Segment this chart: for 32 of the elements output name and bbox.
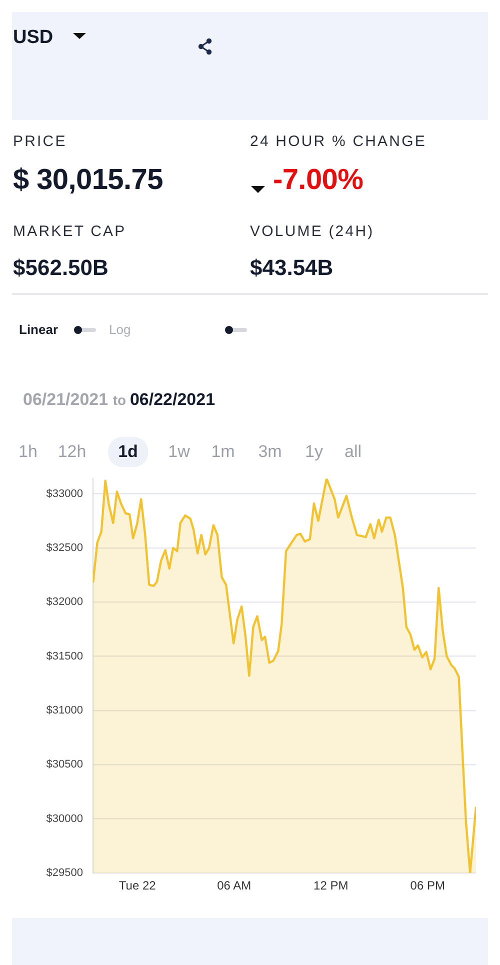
y-tick-label: $30500 xyxy=(46,758,83,771)
chart-title: 06/21/2021 to 06/22/2021 xyxy=(23,390,216,409)
text: USD xyxy=(13,27,54,48)
y-tick-label: $32000 xyxy=(46,596,83,608)
x-tick-label: 06 PM xyxy=(410,878,445,893)
text: VOLUME (24H) xyxy=(250,223,374,240)
text: 12h xyxy=(58,442,86,461)
y-tick-label: $31000 xyxy=(46,704,83,717)
text: 1m xyxy=(211,442,235,461)
x-tick-label: 06 AM xyxy=(217,878,252,893)
selected-tab: 1d xyxy=(108,437,148,467)
text: PRICE xyxy=(13,133,67,150)
text: 3m xyxy=(258,442,282,461)
text: 1w xyxy=(168,442,190,461)
text: 1h xyxy=(18,442,38,461)
x-tick-label: Tue 22 xyxy=(118,878,156,893)
text: MARKET CAP xyxy=(13,223,126,240)
y-tick-label: $30000 xyxy=(46,812,83,825)
y-tick-label: $33000 xyxy=(46,488,83,500)
y-tick-label: $32500 xyxy=(46,542,83,554)
text: 24 HOUR % CHANGE xyxy=(250,133,426,150)
text: $562.50B xyxy=(13,255,108,280)
text: $43.54B xyxy=(250,255,334,280)
text: Log xyxy=(109,322,131,337)
text: $ 30,015.75 xyxy=(13,164,163,196)
text: 1y xyxy=(305,442,323,461)
text: Linear xyxy=(19,322,58,337)
text: -7.00% xyxy=(273,164,364,196)
x-tick-label: 12 PM xyxy=(314,878,348,893)
text: all xyxy=(344,442,362,461)
y-tick-label: $31500 xyxy=(46,650,83,662)
y-tick-label: $29500 xyxy=(46,867,83,880)
